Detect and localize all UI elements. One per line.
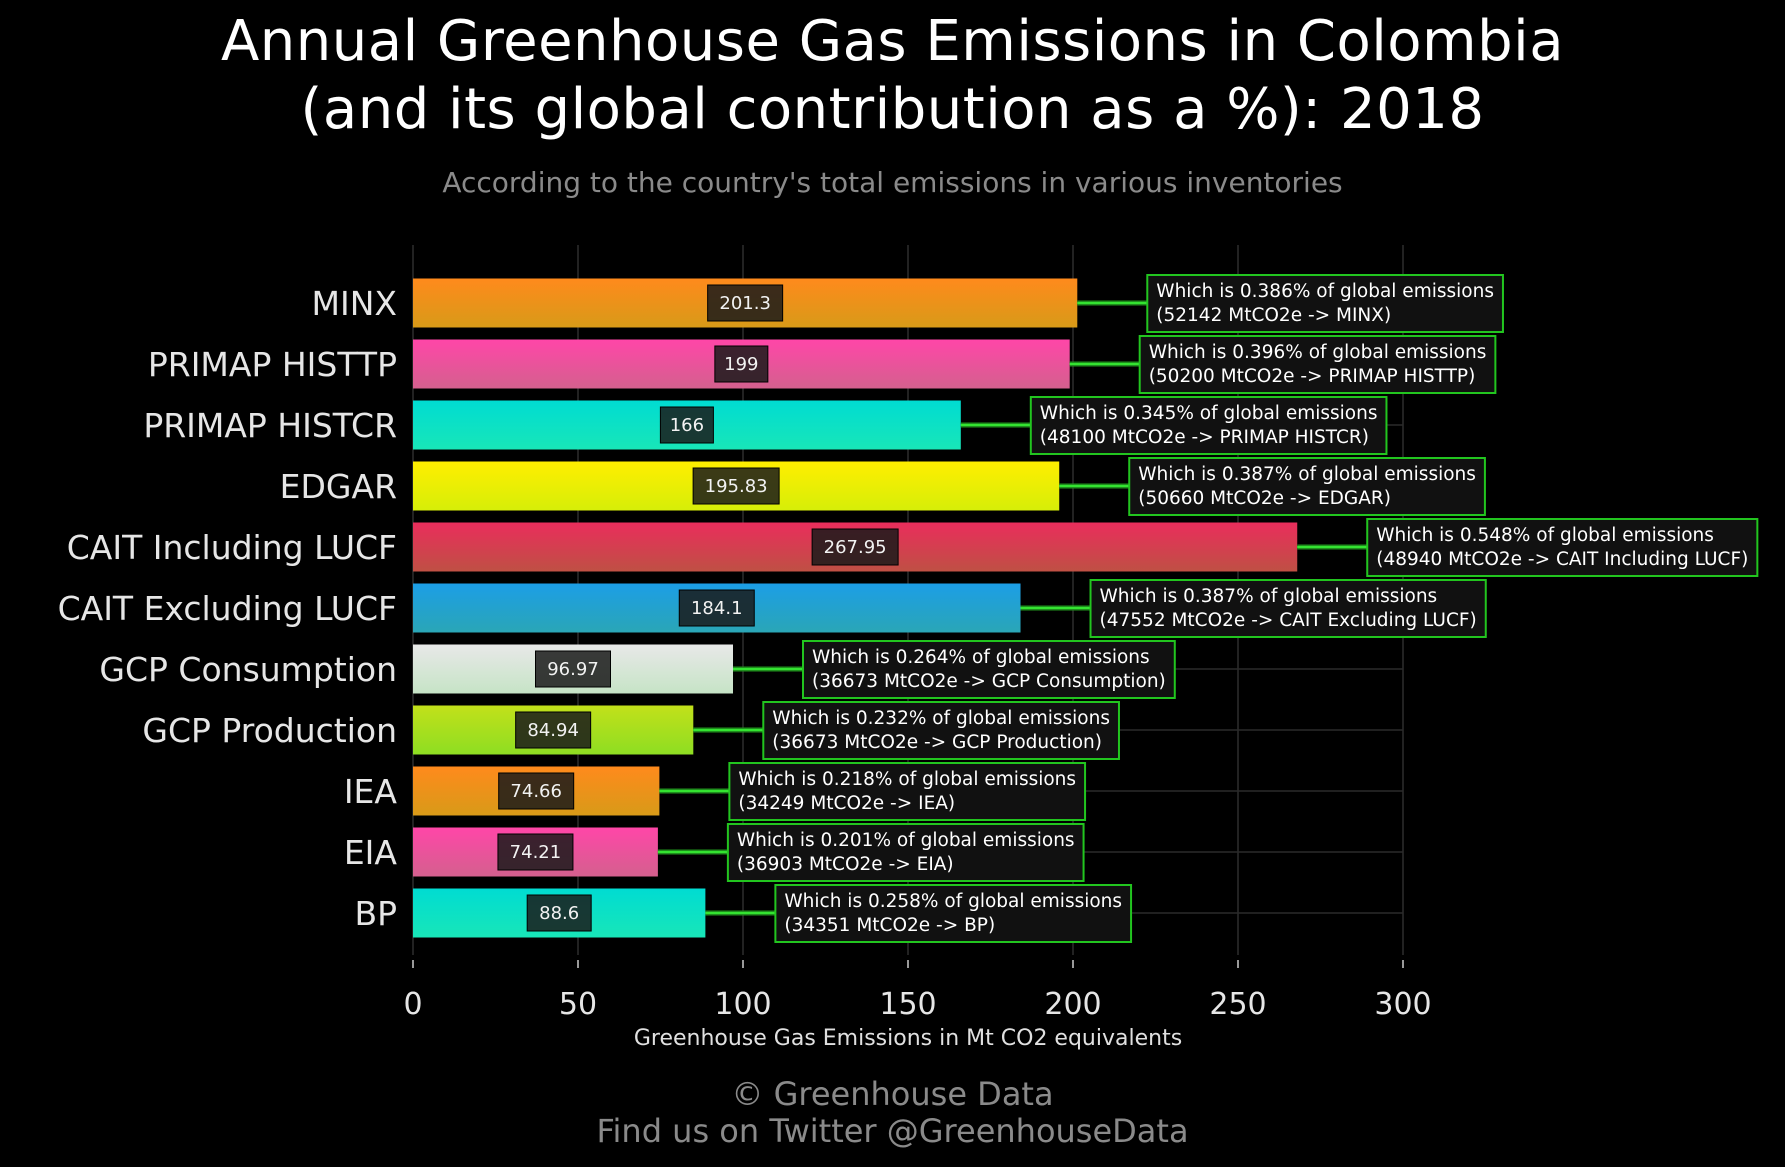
chart-title-line-2: (and its global contribution as a %): 20… (300, 77, 1485, 142)
value-label: 199 (724, 354, 758, 375)
value-label-box (714, 345, 769, 383)
annotation: Which is 0.548% of global emissions (4894… (1366, 518, 1759, 577)
value-label: 74.21 (510, 842, 562, 863)
annotation: Which is 0.218% of global emissions (3424… (728, 762, 1087, 821)
category-label: EIA (344, 833, 398, 872)
category-label: MINX (312, 284, 398, 323)
value-label: 96.97 (547, 659, 599, 680)
chart-subtitle: According to the country's total emissio… (442, 166, 1343, 199)
annotation-box (728, 762, 1087, 821)
x-tick-label-0: 0 (403, 987, 422, 1022)
annotation-line-1: Which is 0.232% of global emissions (772, 708, 1110, 729)
value-label: 195.83 (705, 476, 768, 497)
annotation-line-1: Which is 0.387% of global emissions (1100, 586, 1438, 607)
category-label: EDGAR (280, 467, 397, 506)
category-label: PRIMAP HISTCR (143, 406, 397, 445)
x-tick-label-100: 100 (714, 987, 771, 1022)
value-label-box (692, 467, 780, 505)
annotation-box (774, 884, 1133, 943)
annotation-box (1366, 518, 1759, 577)
value-label-box (497, 833, 574, 871)
x-axis-label: Greenhouse Gas Emissions in Mt CO2 equiv… (634, 1026, 1182, 1051)
value-label-box (526, 894, 592, 932)
value-label: 201.3 (719, 293, 771, 314)
annotation-line-1: Which is 0.201% of global emissions (737, 830, 1075, 851)
value-label: 84.94 (527, 720, 579, 741)
value-label-box (707, 284, 784, 322)
value-label-box (811, 528, 899, 566)
value-label: 267.95 (824, 537, 887, 558)
value-label: 184.1 (691, 598, 743, 619)
category-label: GCP Consumption (99, 650, 397, 689)
chart-title-line-1: Annual Greenhouse Gas Emissions in Colom… (220, 9, 1565, 74)
category-label: PRIMAP HISTTP (148, 345, 397, 384)
annotation: Which is 0.387% of global emissions (5066… (1128, 457, 1486, 516)
value-label-box (678, 589, 755, 627)
annotation-line-2: (50660 MtCO2e -> EDGAR) (1138, 488, 1391, 509)
x-tick-label-200: 200 (1044, 987, 1101, 1022)
annotation: Which is 0.232% of global emissions (3667… (762, 701, 1120, 760)
annotation-box (802, 640, 1176, 699)
annotation-box (1089, 579, 1487, 638)
annotation-line-2: (36903 MtCO2e -> EIA) (737, 854, 954, 875)
value-label-box (535, 650, 612, 688)
category-label: GCP Production (142, 711, 397, 750)
annotation-line-2: (52142 MtCO2e -> MINX) (1156, 305, 1391, 326)
x-axis: 0 50 100 150 200 250 300 (403, 960, 1432, 1022)
value-label-box (498, 772, 575, 810)
annotation: Which is 0.345% of global emissions (4810… (1029, 396, 1388, 455)
annotation-line-1: Which is 0.387% of global emissions (1138, 464, 1476, 485)
annotation-line-1: Which is 0.258% of global emissions (784, 891, 1122, 912)
category-label: IEA (344, 772, 398, 811)
x-tick-label-150: 150 (879, 987, 936, 1022)
annotation-line-1: Which is 0.548% of global emissions (1376, 525, 1714, 546)
annotation-line-1: Which is 0.386% of global emissions (1156, 281, 1494, 302)
x-tick-label-50: 50 (559, 987, 597, 1022)
value-label: 166 (670, 415, 704, 436)
bar-series: MINX 201.3 Which is 0.386% of global emiss… (58, 274, 1759, 943)
annotation-line-2: (47552 MtCO2e -> CAIT Excluding LUCF) (1100, 610, 1477, 631)
annotation-line-1: Which is 0.264% of global emissions (812, 647, 1150, 668)
value-label: 88.6 (539, 903, 579, 924)
annotation-line-2: (34351 MtCO2e -> BP) (784, 915, 995, 936)
annotation-line-2: (48940 MtCO2e -> CAIT Including LUCF) (1376, 549, 1748, 570)
annotation-line-2: (48100 MtCO2e -> PRIMAP HISTCR) (1040, 427, 1369, 448)
annotation: Which is 0.201% of global emissions (3690… (726, 823, 1085, 882)
value-label: 74.66 (510, 781, 562, 802)
annotation-box (1029, 396, 1388, 455)
value-label-box (659, 406, 714, 444)
annotation-line-2: (34249 MtCO2e -> IEA) (738, 793, 955, 814)
annotation-line-2: (36673 MtCO2e -> GCP Production) (772, 732, 1102, 753)
credit-line-2: Find us on Twitter @GreenhouseData (596, 1112, 1189, 1150)
credit-line-1: © Greenhouse Data (731, 1075, 1054, 1113)
category-label: CAIT Excluding LUCF (58, 589, 397, 628)
value-label-box (515, 711, 592, 749)
annotation-line-2: (36673 MtCO2e -> GCP Consumption) (812, 671, 1166, 692)
annotation: Which is 0.258% of global emissions (3435… (774, 884, 1133, 943)
annotation-box (762, 701, 1120, 760)
annotation-line-1: Which is 0.396% of global emissions (1149, 342, 1487, 363)
category-label: BP (354, 894, 397, 933)
annotation-box (1128, 457, 1486, 516)
annotation-line-1: Which is 0.345% of global emissions (1040, 403, 1378, 424)
annotation-box (726, 823, 1085, 882)
annotation: Which is 0.387% of global emissions (4755… (1089, 579, 1487, 638)
annotation: Which is 0.386% of global emissions (5214… (1146, 274, 1504, 333)
x-tick-label-300: 300 (1374, 987, 1431, 1022)
annotation: Which is 0.264% of global emissions (3667… (802, 640, 1176, 699)
category-label: CAIT Including LUCF (67, 528, 397, 567)
annotation-box (1146, 274, 1504, 333)
annotation-line-2: (50200 MtCO2e -> PRIMAP HISTTP) (1149, 366, 1476, 387)
annotation: Which is 0.396% of global emissions (5020… (1138, 335, 1497, 394)
annotation-box (1138, 335, 1497, 394)
x-tick-label-250: 250 (1209, 987, 1266, 1022)
annotation-line-1: Which is 0.218% of global emissions (738, 769, 1076, 790)
